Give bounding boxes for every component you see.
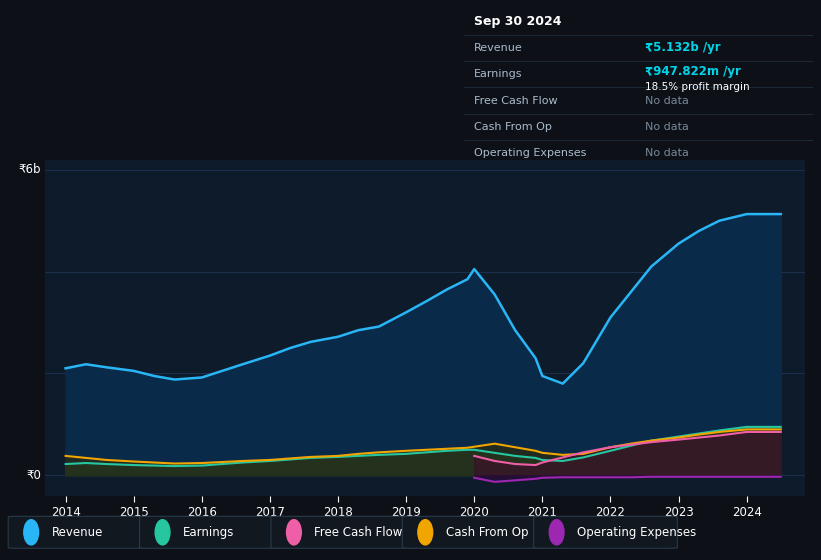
Text: Revenue: Revenue (475, 43, 523, 53)
Text: Free Cash Flow: Free Cash Flow (314, 526, 403, 539)
FancyBboxPatch shape (8, 516, 152, 548)
Ellipse shape (549, 520, 564, 545)
Text: 18.5% profit margin: 18.5% profit margin (645, 82, 750, 92)
Text: ₹5.132b /yr: ₹5.132b /yr (645, 41, 721, 54)
Text: ₹947.822m /yr: ₹947.822m /yr (645, 65, 741, 78)
FancyBboxPatch shape (534, 516, 677, 548)
Text: Revenue: Revenue (52, 526, 103, 539)
Text: No data: No data (645, 122, 689, 132)
FancyBboxPatch shape (140, 516, 283, 548)
Text: ₹0: ₹0 (26, 469, 41, 482)
Ellipse shape (24, 520, 39, 545)
Ellipse shape (418, 520, 433, 545)
Text: No data: No data (645, 148, 689, 158)
Text: ₹6b: ₹6b (19, 164, 41, 176)
FancyBboxPatch shape (271, 516, 415, 548)
Text: Cash From Op: Cash From Op (446, 526, 528, 539)
Text: Earnings: Earnings (183, 526, 235, 539)
Ellipse shape (287, 520, 301, 545)
Text: Operating Expenses: Operating Expenses (475, 148, 587, 158)
Text: Sep 30 2024: Sep 30 2024 (475, 15, 562, 27)
Text: Free Cash Flow: Free Cash Flow (475, 96, 558, 106)
Text: No data: No data (645, 96, 689, 106)
FancyBboxPatch shape (402, 516, 546, 548)
Text: Earnings: Earnings (475, 69, 523, 79)
Ellipse shape (155, 520, 170, 545)
Text: Cash From Op: Cash From Op (475, 122, 553, 132)
Text: Operating Expenses: Operating Expenses (577, 526, 696, 539)
